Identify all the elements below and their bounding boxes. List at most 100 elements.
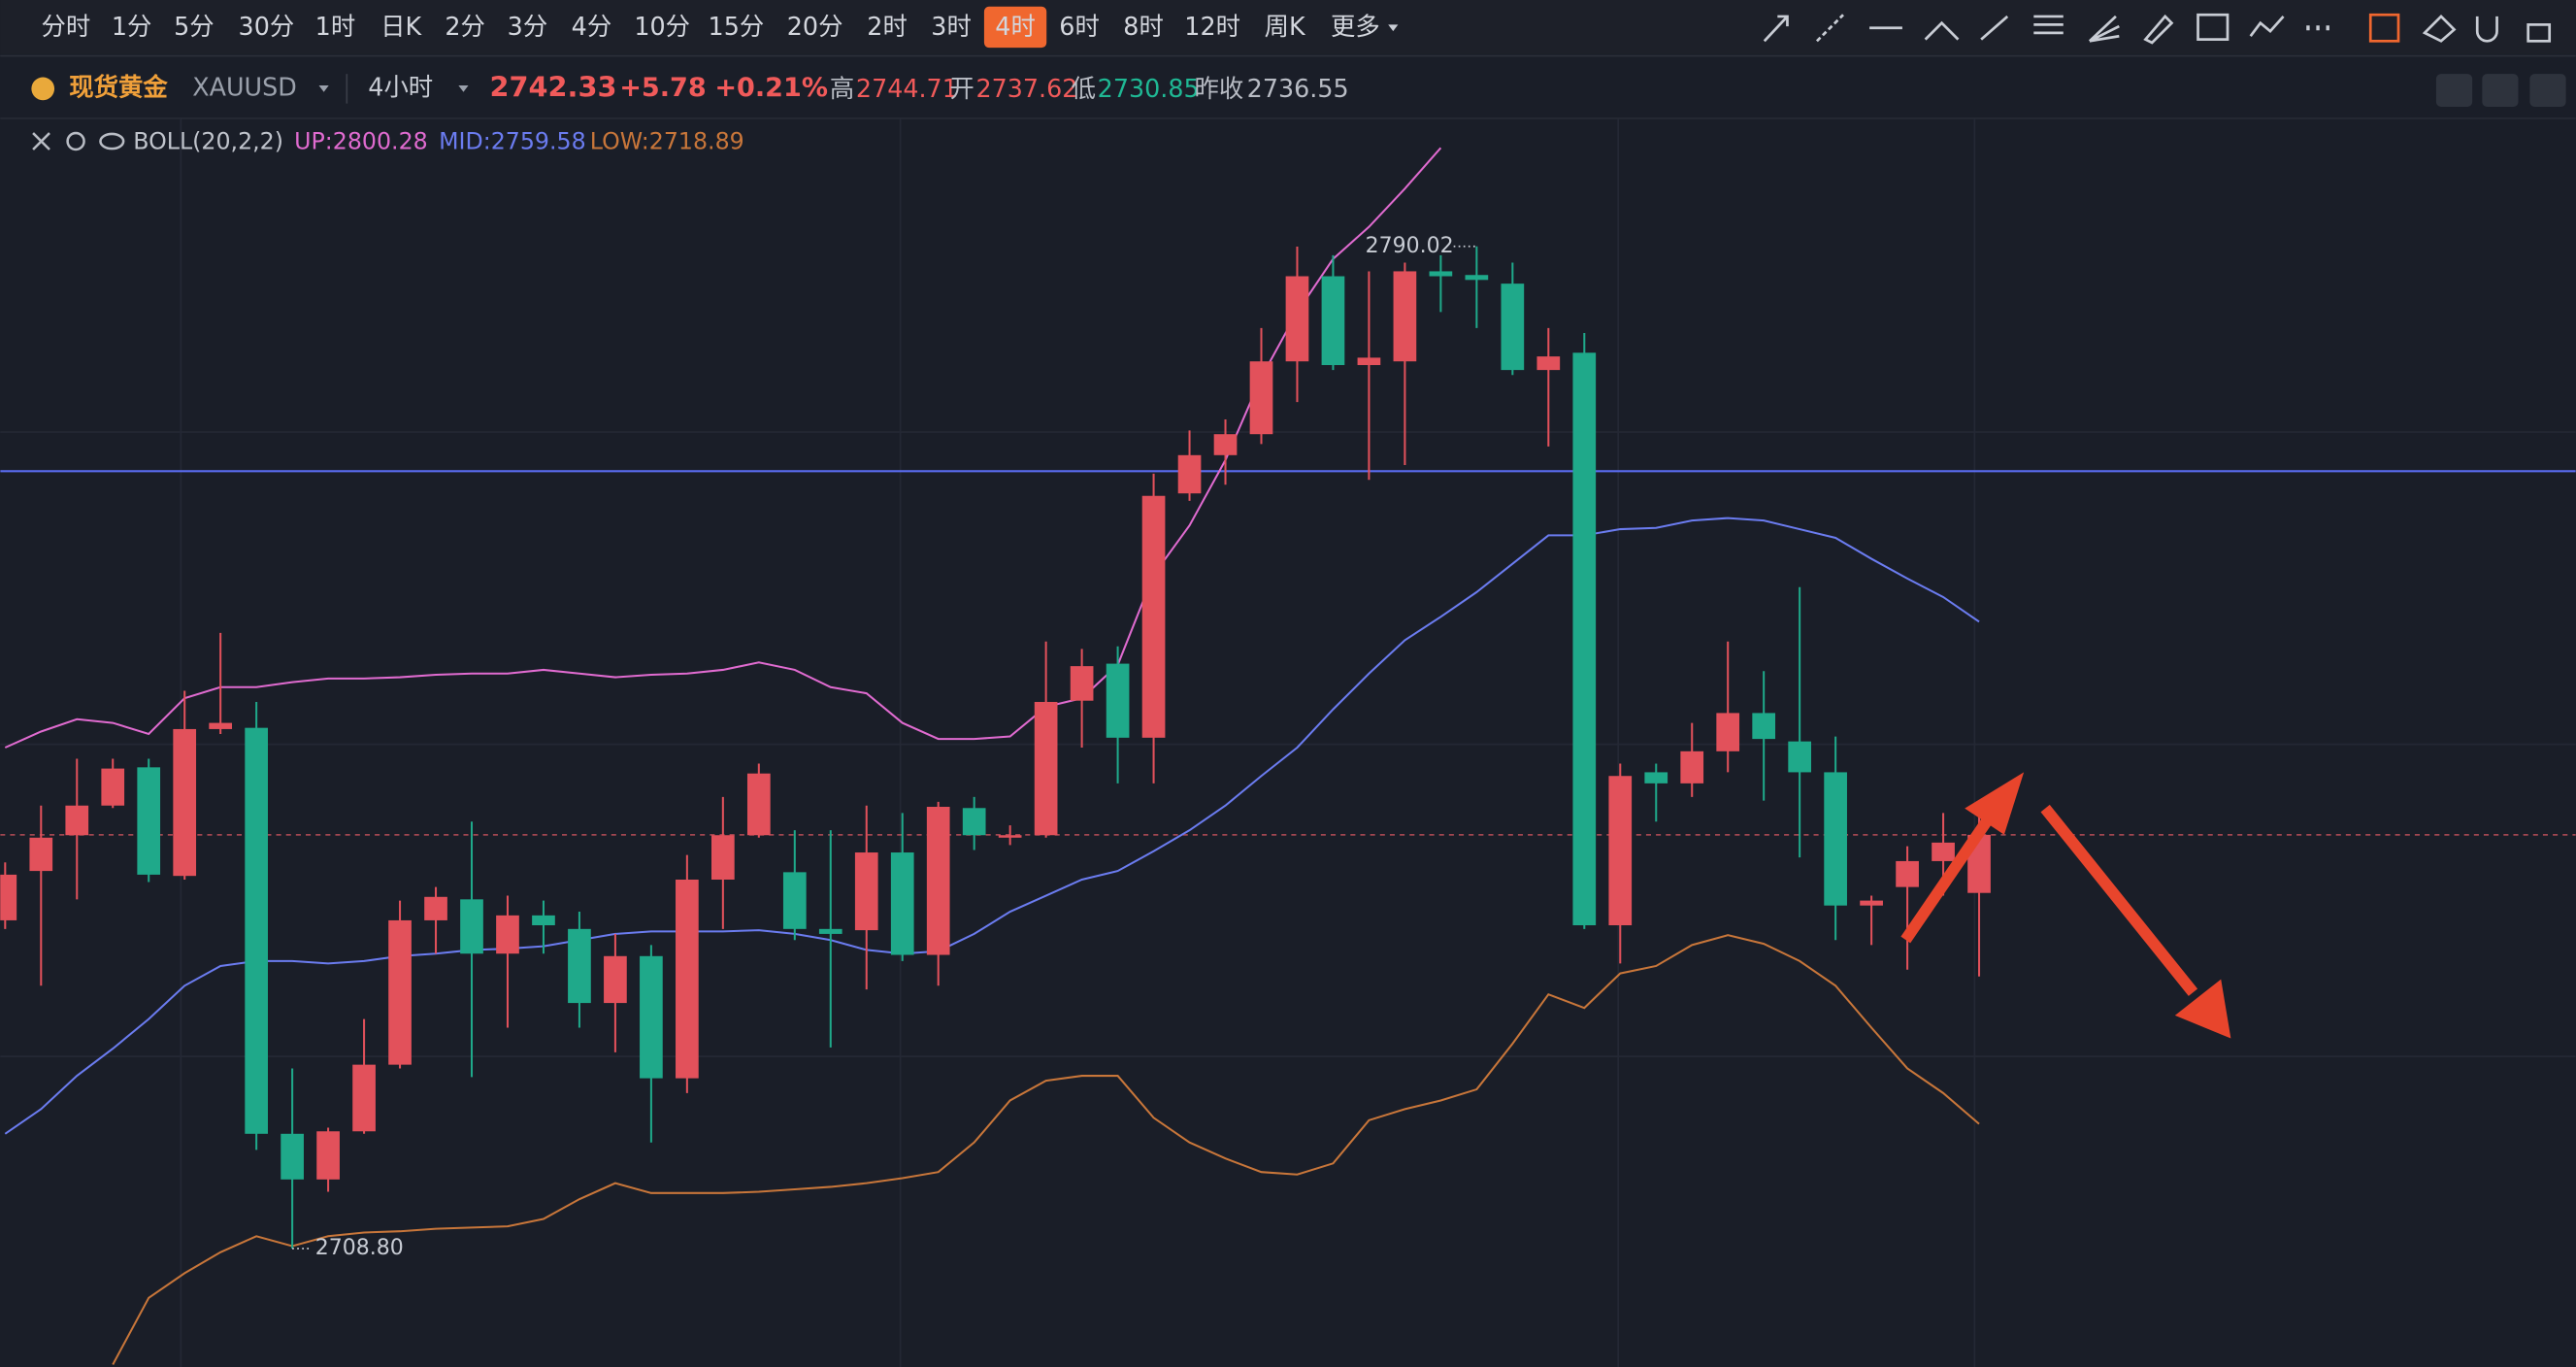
price-change-pct: +0.21%: [714, 73, 828, 103]
tool-icon[interactable]: [2422, 15, 2457, 43]
price-change: +5.78: [619, 73, 706, 103]
tool-icon[interactable]: [2033, 15, 2064, 35]
candle-body: [1465, 275, 1489, 281]
period-tab[interactable]: 4时: [995, 12, 1036, 41]
band-line: [4, 147, 1442, 749]
symbol-name: 现货黄金: [69, 72, 168, 101]
period-tab[interactable]: 5分: [174, 12, 215, 41]
stat-value: 2737.62: [975, 74, 1077, 103]
candle-body: [640, 955, 663, 1079]
visibility-icon[interactable]: [99, 132, 125, 150]
tool-icon[interactable]: [2368, 13, 2400, 43]
dropdown-caret: [318, 85, 329, 92]
period-tab[interactable]: 3时: [931, 12, 972, 41]
stat-label: 高: [830, 74, 854, 103]
candle-body: [1213, 434, 1238, 455]
period-tab[interactable]: 日K: [380, 12, 422, 41]
candle-body: [890, 852, 914, 955]
tool-icon[interactable]: [2088, 15, 2120, 43]
period-tab[interactable]: 30分: [239, 12, 295, 41]
tool-icon[interactable]: [2143, 14, 2174, 45]
stat-value: 2736.55: [1247, 74, 1349, 103]
period-tab[interactable]: 2分: [445, 12, 485, 41]
period-tab[interactable]: 8时: [1123, 12, 1164, 41]
tool-icon[interactable]: [2249, 16, 2285, 38]
legend-entry: MID:2759.58: [439, 128, 586, 155]
candle-body: [1106, 663, 1130, 738]
period-tab[interactable]: 12时: [1184, 12, 1240, 41]
candle-body: [496, 915, 519, 954]
arrow-up: [1900, 812, 1997, 944]
period-tab[interactable]: 周K: [1265, 12, 1306, 41]
candle-body: [281, 1133, 304, 1180]
period-tab[interactable]: 6时: [1059, 12, 1100, 41]
dropdown-caret: [458, 85, 469, 92]
dropdown-caret: [1388, 24, 1399, 32]
candle-body: [173, 728, 197, 877]
candle-body: [1896, 860, 1919, 887]
period-tab[interactable]: 20分: [787, 12, 843, 41]
tool-icon[interactable]: [2526, 23, 2552, 43]
symbol-icon: [31, 77, 55, 101]
candle-body: [1070, 666, 1094, 701]
candle-body: [137, 767, 161, 875]
symbol-code[interactable]: XAUUSD: [192, 72, 297, 101]
candle-body: [676, 879, 699, 1079]
candle-body: [1249, 361, 1273, 435]
candle-body: [1788, 741, 1811, 773]
button[interactable]: [2529, 74, 2566, 107]
arrow-down: [2040, 804, 2198, 996]
candle-body: [1716, 713, 1740, 751]
period-tab[interactable]: 更多: [1331, 12, 1380, 41]
tool-icon[interactable]: [2196, 13, 2229, 41]
interval[interactable]: 4小时: [368, 72, 433, 101]
stat-label: 昨收: [1195, 74, 1244, 103]
button[interactable]: [2482, 74, 2519, 107]
tool-icon[interactable]: [2475, 16, 2498, 43]
candle-body: [316, 1131, 340, 1180]
candle-body: [604, 955, 627, 1004]
annotation: 2790.02: [1366, 234, 1454, 258]
indicator-controls: [32, 131, 125, 151]
period-tab[interactable]: 1分: [112, 12, 152, 41]
tool-icon[interactable]: [1815, 14, 1844, 43]
period-tab[interactable]: 3分: [508, 12, 548, 41]
settings-icon[interactable]: [66, 131, 85, 151]
grid: [0, 117, 2576, 1367]
candle-body: [711, 835, 735, 880]
period-tab[interactable]: 4分: [572, 12, 612, 41]
candle-body: [926, 807, 950, 955]
period-tab[interactable]: 分时: [42, 12, 91, 41]
stat-value: 2744.71: [856, 74, 958, 103]
tool-icon[interactable]: [1924, 20, 1960, 41]
candle-body: [1752, 713, 1776, 740]
candle-body: [1501, 283, 1525, 371]
candle-body: [29, 837, 53, 872]
drawing-tools: [1763, 13, 2552, 45]
candle-body: [1932, 842, 1955, 861]
candle-body: [818, 928, 842, 934]
tool-icon[interactable]: [1980, 15, 2009, 41]
stat-label: 低: [1072, 74, 1096, 103]
legend: UP:2800.28 MID:2759.58 LOW:2718.89: [294, 128, 744, 155]
plot: [0, 147, 2576, 1365]
legend-entry: UP:2800.28: [294, 128, 428, 155]
close-icon[interactable]: [32, 132, 50, 150]
candle-body: [1393, 271, 1417, 362]
candle-body: [1536, 356, 1561, 371]
period-tab[interactable]: 15分: [709, 12, 765, 41]
candle-body: [1285, 276, 1309, 362]
period-tab[interactable]: 10分: [634, 12, 690, 41]
tool-icon[interactable]: [1763, 15, 1789, 43]
period-tab[interactable]: 2时: [867, 12, 908, 41]
candle-body: [854, 852, 878, 931]
candle-body: [245, 727, 268, 1134]
period-tab[interactable]: 1时: [315, 12, 356, 41]
candle-body: [568, 928, 591, 1004]
button[interactable]: [2435, 74, 2473, 107]
candle-body: [352, 1064, 376, 1132]
candle-body: [1824, 772, 1847, 906]
